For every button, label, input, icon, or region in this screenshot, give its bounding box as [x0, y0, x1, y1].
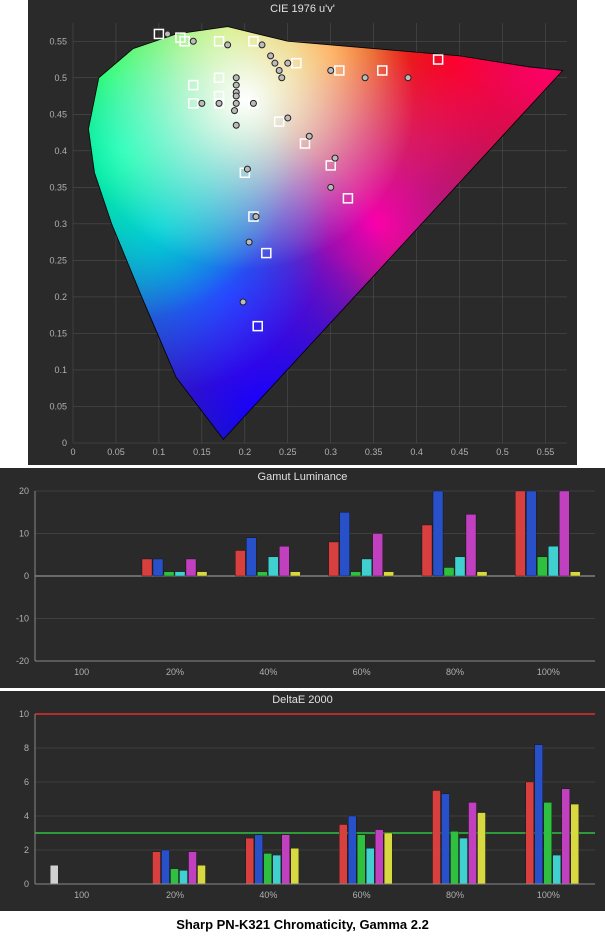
svg-text:0.45: 0.45: [49, 109, 67, 119]
svg-text:0.2: 0.2: [239, 447, 252, 457]
svg-text:20%: 20%: [166, 890, 184, 900]
deltae-panel: DeltaE 2000 0 2 4 6 8 10 100 20% 40% 60% 80% 100%: [0, 691, 605, 911]
svg-text:0.35: 0.35: [49, 182, 67, 192]
gamut-title: Gamut Luminance: [0, 468, 605, 486]
svg-text:0: 0: [24, 571, 29, 581]
svg-text:0.4: 0.4: [410, 447, 423, 457]
svg-text:-20: -20: [16, 656, 29, 666]
figure-caption: Sharp PN-K321 Chromaticity, Gamma 2.2: [0, 911, 605, 938]
svg-text:4: 4: [24, 811, 29, 821]
svg-text:20: 20: [19, 486, 29, 496]
cie-title: CIE 1976 u'v': [28, 0, 577, 18]
svg-text:0.15: 0.15: [193, 447, 211, 457]
svg-text:0.55: 0.55: [49, 36, 67, 46]
svg-text:20%: 20%: [166, 667, 184, 677]
svg-text:0.3: 0.3: [54, 219, 67, 229]
deltae-chart: 0 2 4 6 8 10 100 20% 40% 60% 80% 100%: [0, 709, 605, 909]
svg-text:0.1: 0.1: [54, 365, 67, 375]
svg-text:0: 0: [62, 438, 67, 448]
svg-text:0.4: 0.4: [54, 146, 67, 156]
svg-text:100%: 100%: [537, 890, 560, 900]
cie-panel: CIE 1976 u'v' 0 0.05 0.1 0.15 0.2 0.25 0.3 0.35…: [28, 0, 577, 465]
svg-text:0: 0: [24, 879, 29, 889]
svg-text:0.5: 0.5: [496, 447, 509, 457]
cie-chart: 0 0.05 0.1 0.15 0.2 0.25 0.3 0.35 0.4 0.45 0.5 0.55…: [28, 18, 577, 468]
gamut-chart: -20 -10 0 10 20 100 20% 40% 60% 80% 100%: [0, 486, 605, 686]
svg-text:0.35: 0.35: [365, 447, 383, 457]
figure-container: CIE 1976 u'v' 0 0.05 0.1 0.15 0.2 0.25 0.3 0.35…: [0, 0, 605, 938]
svg-text:0.05: 0.05: [107, 447, 125, 457]
svg-text:0.05: 0.05: [49, 401, 67, 411]
svg-text:60%: 60%: [353, 667, 371, 677]
svg-text:2: 2: [24, 845, 29, 855]
svg-text:80%: 80%: [446, 667, 464, 677]
svg-text:100: 100: [74, 890, 89, 900]
svg-text:0.55: 0.55: [537, 447, 555, 457]
svg-text:100: 100: [74, 667, 89, 677]
svg-text:-10: -10: [16, 614, 29, 624]
svg-text:0.15: 0.15: [49, 328, 67, 338]
svg-text:0.25: 0.25: [279, 447, 297, 457]
svg-text:0.45: 0.45: [451, 447, 469, 457]
svg-text:0.5: 0.5: [54, 73, 67, 83]
svg-text:10: 10: [19, 709, 29, 719]
svg-text:0.25: 0.25: [49, 255, 67, 265]
svg-text:0.1: 0.1: [153, 447, 166, 457]
svg-text:40%: 40%: [259, 890, 277, 900]
svg-text:6: 6: [24, 777, 29, 787]
svg-text:10: 10: [19, 529, 29, 539]
svg-text:40%: 40%: [259, 667, 277, 677]
svg-text:0.2: 0.2: [54, 292, 67, 302]
svg-text:80%: 80%: [446, 890, 464, 900]
svg-text:8: 8: [24, 743, 29, 753]
svg-text:60%: 60%: [353, 890, 371, 900]
svg-text:100%: 100%: [537, 667, 560, 677]
svg-text:0.3: 0.3: [324, 447, 337, 457]
gamut-panel: Gamut Luminance -20 -10 0 10 20 100 20% 40% 60% 8…: [0, 468, 605, 688]
svg-text:0: 0: [70, 447, 75, 457]
deltae-title: DeltaE 2000: [0, 691, 605, 709]
